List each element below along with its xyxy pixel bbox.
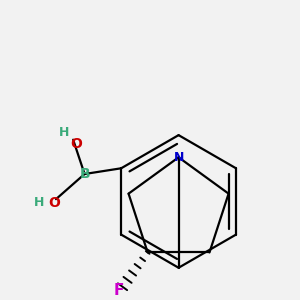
- Text: B: B: [79, 167, 90, 181]
- Text: O: O: [70, 137, 83, 152]
- Text: H: H: [34, 196, 45, 209]
- Text: H: H: [59, 126, 69, 139]
- Text: O: O: [49, 196, 61, 210]
- Text: F: F: [114, 283, 124, 298]
- Text: N: N: [173, 151, 184, 164]
